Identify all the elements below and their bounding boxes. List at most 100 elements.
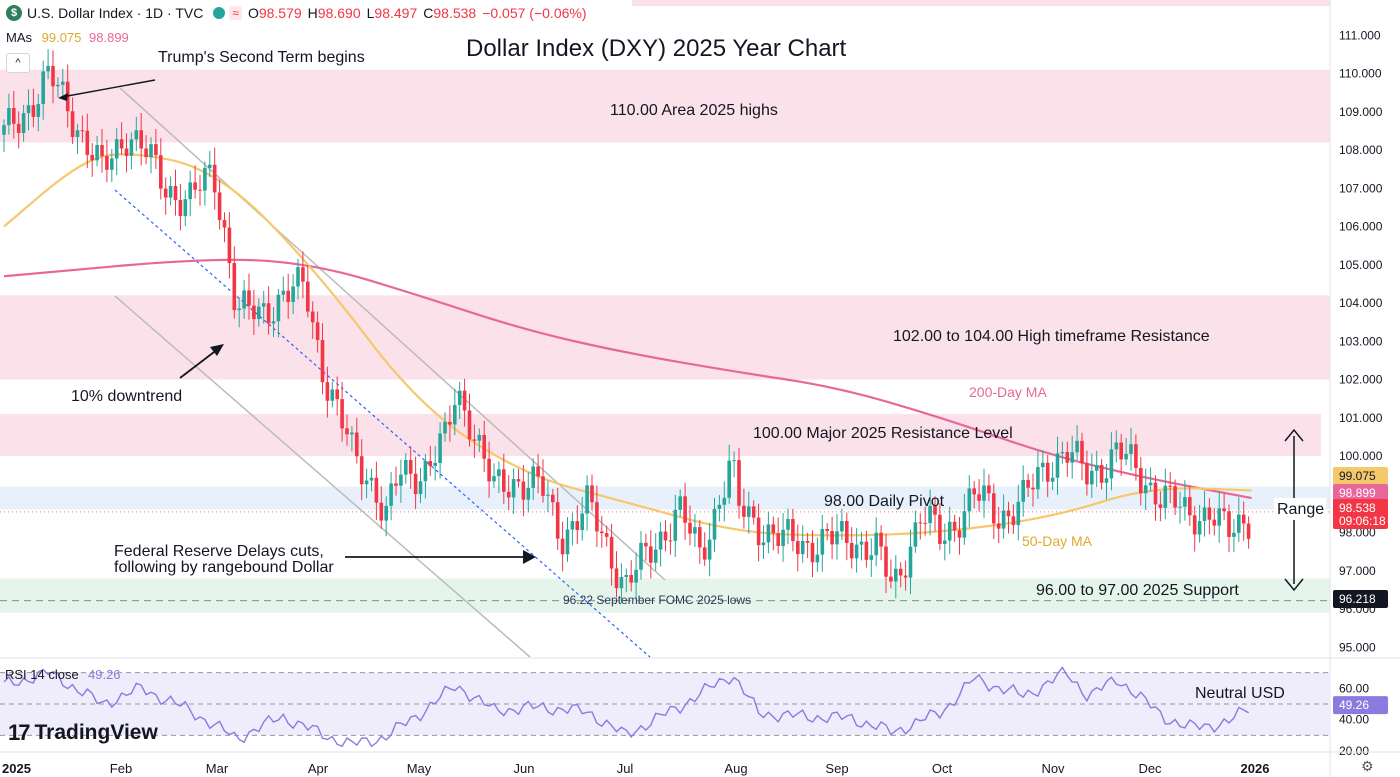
candle-body <box>639 542 643 570</box>
annotation-downtrend: 10% downtrend <box>71 388 182 405</box>
candle-body <box>222 220 227 228</box>
candle-body <box>869 555 874 560</box>
collapse-legend-button[interactable]: ^ <box>6 53 30 73</box>
candle-body <box>629 574 633 583</box>
candle-body <box>462 390 467 411</box>
ma-line-0 <box>3 258 1252 500</box>
candle-body <box>163 188 168 198</box>
close-label: C <box>423 5 434 21</box>
candle-body <box>595 502 599 532</box>
candle-body <box>374 477 379 503</box>
candle-body <box>183 199 188 217</box>
candle-body <box>31 105 36 117</box>
candle-body <box>340 399 344 429</box>
candle-body <box>1001 510 1006 529</box>
zone-2 <box>0 413 1321 456</box>
price-badge-bg <box>1333 467 1388 485</box>
candle-body <box>933 505 937 515</box>
candle-body <box>531 466 535 488</box>
candle-body <box>100 145 104 157</box>
price-tick-label: 102.000 <box>1339 373 1383 387</box>
candle-body <box>502 469 506 492</box>
gear-icon[interactable]: ⚙ <box>1361 758 1374 774</box>
zone-0 <box>0 69 1330 143</box>
candle-body <box>943 540 947 544</box>
candle-body <box>193 182 197 190</box>
candle-body <box>879 532 883 547</box>
price-tick-label: 103.000 <box>1339 334 1383 348</box>
candle-body <box>168 185 173 198</box>
candle-body <box>203 167 207 191</box>
candle-body <box>41 71 45 105</box>
candle-body <box>1114 442 1119 450</box>
candle-body <box>849 542 854 559</box>
candle-body <box>286 290 290 303</box>
candle-body <box>281 290 286 295</box>
candle-body <box>1241 514 1246 524</box>
candle-body <box>1119 442 1123 460</box>
candle-body <box>1021 479 1025 502</box>
candle-body <box>247 290 251 306</box>
candle-body <box>923 522 927 524</box>
candle-body <box>957 530 962 538</box>
candle-body <box>2 125 6 135</box>
range-arrowhead-down <box>1284 578 1304 592</box>
candle-body <box>830 531 834 545</box>
tradingview-mark-icon: 17 <box>8 720 31 745</box>
tradingview-logo[interactable]: 17 TradingView <box>8 720 158 746</box>
candle-body <box>1045 462 1050 482</box>
candle-body <box>653 549 658 563</box>
candle-body <box>805 540 810 543</box>
candle-body <box>992 493 996 524</box>
time-tick-label: Dec <box>1138 761 1162 776</box>
candle-body <box>178 200 183 217</box>
high-value: 98.690 <box>317 5 361 21</box>
candle-body <box>771 524 776 534</box>
ma-legend[interactable]: MAs 99.075 98.899 <box>6 30 129 45</box>
candle-body <box>1246 523 1251 539</box>
candle-body <box>355 432 359 457</box>
candle-body <box>815 554 820 563</box>
candle-body <box>972 488 976 495</box>
rsi-annotation: Neutral USD <box>1195 685 1285 702</box>
low-value: 98.497 <box>374 5 418 21</box>
candle-body <box>1212 519 1217 526</box>
candle-body <box>634 569 638 583</box>
zone-label-3: 98.00 Daily Pivot <box>824 493 945 510</box>
candle-body <box>1202 507 1207 522</box>
candle-body <box>457 390 462 406</box>
candle-body <box>938 514 942 544</box>
candle-body <box>227 227 232 264</box>
candle-body <box>511 479 516 498</box>
candle-body <box>737 460 741 506</box>
candle-body <box>791 519 795 542</box>
candle-body <box>747 506 751 517</box>
rsi-badge-bg <box>1333 696 1388 715</box>
candle-body <box>1143 485 1148 494</box>
candle-body <box>928 505 932 524</box>
candle-body <box>903 575 908 578</box>
candle-body <box>820 529 825 555</box>
candle-body <box>1153 482 1158 505</box>
candle-body <box>1099 464 1104 483</box>
candle-body <box>144 148 148 158</box>
symbol-title[interactable]: U.S. Dollar Index · 1D · TVC <box>27 5 204 21</box>
candle-body <box>1104 478 1109 483</box>
open-label: O <box>247 5 259 21</box>
candle-body <box>947 521 952 541</box>
candle-body <box>369 477 374 481</box>
candle-body <box>75 130 80 137</box>
candle-body <box>590 485 594 503</box>
candle-body <box>413 473 418 495</box>
candle-body <box>1065 452 1070 463</box>
candle-body <box>1232 532 1236 537</box>
candle-body <box>492 476 496 482</box>
change-value: −0.057 (−0.06%) <box>482 5 587 21</box>
candle-body <box>702 547 707 560</box>
data-mode-icon[interactable]: ≈ <box>229 6 242 20</box>
candle-body <box>443 421 447 434</box>
candle-body <box>580 513 584 531</box>
candle-body <box>732 460 736 462</box>
candle-body <box>600 531 604 534</box>
